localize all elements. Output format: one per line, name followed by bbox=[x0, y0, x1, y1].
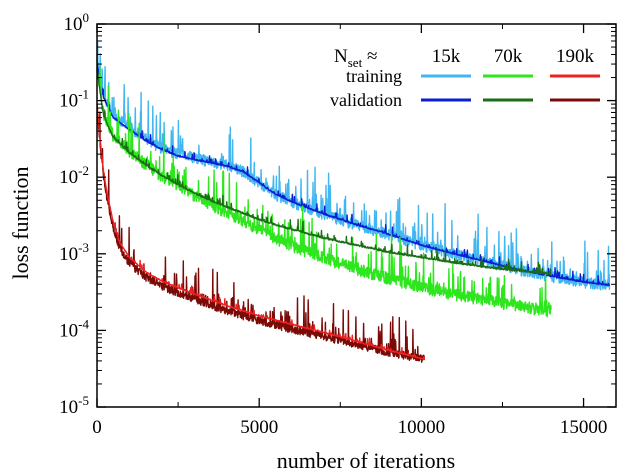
legend-header-sub: set bbox=[348, 55, 363, 70]
x-tick-label-2: 10000 bbox=[398, 417, 446, 438]
legend-col-15k: 15k bbox=[432, 46, 461, 67]
legend-col-190k: 190k bbox=[556, 46, 595, 67]
x-tick-label-1: 5000 bbox=[240, 417, 278, 438]
y-tick-label-1: 10-1 bbox=[59, 87, 89, 112]
y-tick-label-3: 10-3 bbox=[59, 240, 89, 265]
legend-header-approx: ≈ bbox=[362, 46, 377, 67]
x-tick-label-3: 15000 bbox=[560, 417, 608, 438]
legend-col-70k: 70k bbox=[494, 46, 523, 67]
y-tick-label-5: 10-5 bbox=[59, 393, 89, 418]
y-tick-label-4: 10-4 bbox=[59, 316, 89, 341]
y-axis-label: loss function bbox=[8, 166, 33, 279]
series-190k-validation bbox=[96, 109, 425, 363]
x-tick-label-0: 0 bbox=[92, 417, 102, 438]
series-190k-training bbox=[96, 104, 426, 361]
legend-header-main: N bbox=[334, 46, 348, 67]
y-tick-label-2: 10-2 bbox=[59, 163, 89, 188]
ticks-layer: 0 5000 10000 15000 100 10-1 10-2 10-3 10-4 10-5 bbox=[59, 10, 616, 438]
x-axis-label: number of iterations bbox=[277, 448, 455, 473]
legend: Nset ≈ 15k 70k 190k training validation bbox=[330, 46, 600, 110]
legend-row-validation: validation bbox=[330, 90, 402, 110]
series-70k-training bbox=[96, 64, 552, 318]
legend-swatches bbox=[421, 74, 600, 102]
legend-header: Nset ≈ bbox=[334, 46, 377, 70]
plot-frame bbox=[96, 23, 617, 408]
y-tick-label-0: 100 bbox=[64, 10, 90, 35]
series-15k-training bbox=[96, 41, 611, 291]
legend-row-training: training bbox=[346, 66, 402, 86]
series-70k-validation bbox=[96, 70, 552, 276]
series-layer bbox=[96, 41, 611, 363]
